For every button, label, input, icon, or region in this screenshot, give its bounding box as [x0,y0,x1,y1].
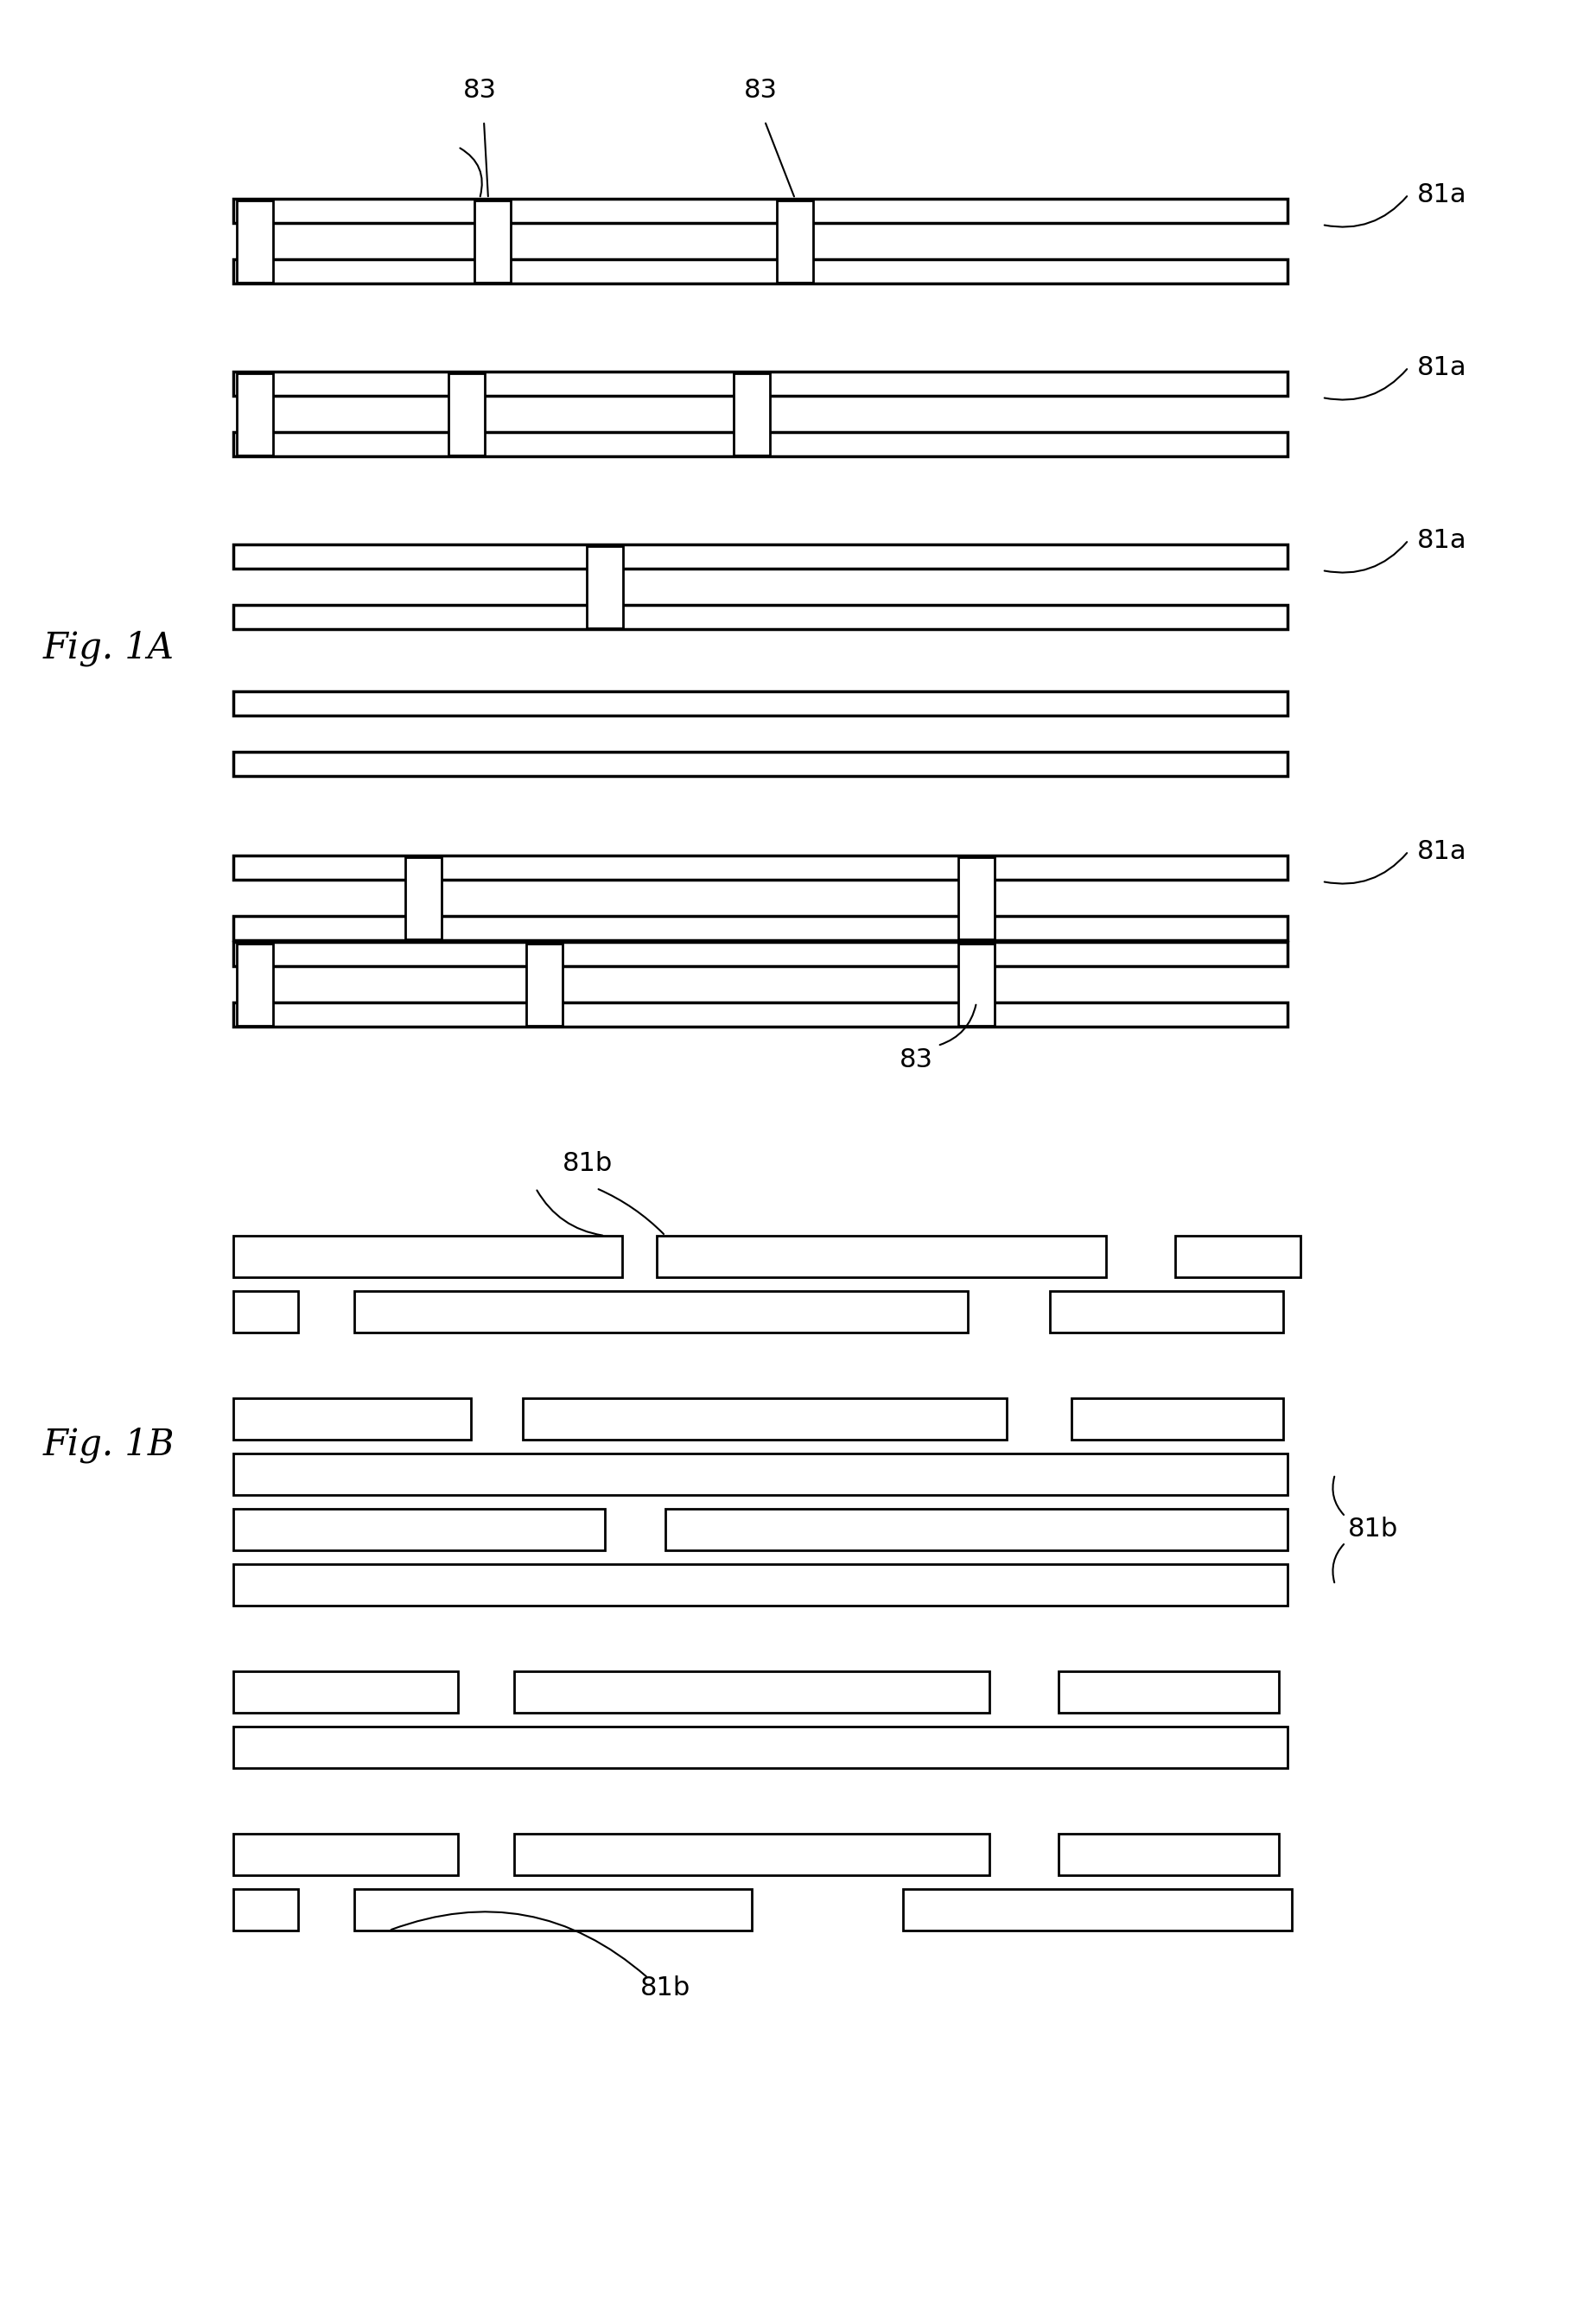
Bar [236,201,273,282]
Text: 83: 83 [463,79,496,104]
Bar [958,942,994,1025]
Bar [233,545,1288,568]
Bar [236,372,273,455]
Bar [233,942,1288,965]
Bar [233,1727,1288,1769]
Bar [233,1672,458,1713]
Bar [514,1833,990,1875]
Bar [233,1563,1288,1605]
Bar [233,917,1288,940]
Bar [958,857,994,940]
Bar [233,432,1288,457]
Bar [233,1399,471,1441]
Text: 83: 83 [899,1048,932,1071]
Bar [233,259,1288,284]
Text: 81b: 81b [1349,1517,1398,1542]
Bar [233,857,1288,880]
Bar [474,201,511,282]
Bar [233,1889,298,1930]
Text: 81a: 81a [1417,182,1467,208]
Bar [1071,1399,1283,1441]
Text: 83: 83 [744,79,777,104]
Bar [1058,1833,1278,1875]
Bar [903,1889,1291,1930]
Bar [1175,1235,1301,1277]
Bar [233,1833,458,1875]
Bar [587,545,622,628]
Text: 81b: 81b [562,1152,613,1175]
Bar [233,690,1288,716]
Bar [354,1291,967,1332]
Bar [233,1002,1288,1028]
Bar [666,1508,1288,1549]
Bar [233,1235,622,1277]
Text: 81a: 81a [1417,838,1467,864]
Bar [1050,1291,1283,1332]
Bar [405,857,442,940]
Text: 81a: 81a [1417,356,1467,379]
Bar [523,1399,1007,1441]
Bar [448,372,485,455]
Bar [233,1508,605,1549]
Text: Fig. 1B: Fig. 1B [43,1427,176,1464]
Bar [233,1291,298,1332]
Bar [656,1235,1106,1277]
Text: 81a: 81a [1417,526,1467,552]
Bar [233,1452,1288,1494]
Bar [527,942,562,1025]
Text: 81b: 81b [640,1977,691,2000]
Bar [734,372,769,455]
Bar [236,942,273,1025]
Text: Fig. 1A: Fig. 1A [43,630,174,667]
Bar [1058,1672,1278,1713]
Bar [233,372,1288,395]
Bar [233,199,1288,224]
Bar [354,1889,752,1930]
Bar [514,1672,990,1713]
Bar [777,201,812,282]
Bar [233,753,1288,776]
Bar [233,605,1288,628]
